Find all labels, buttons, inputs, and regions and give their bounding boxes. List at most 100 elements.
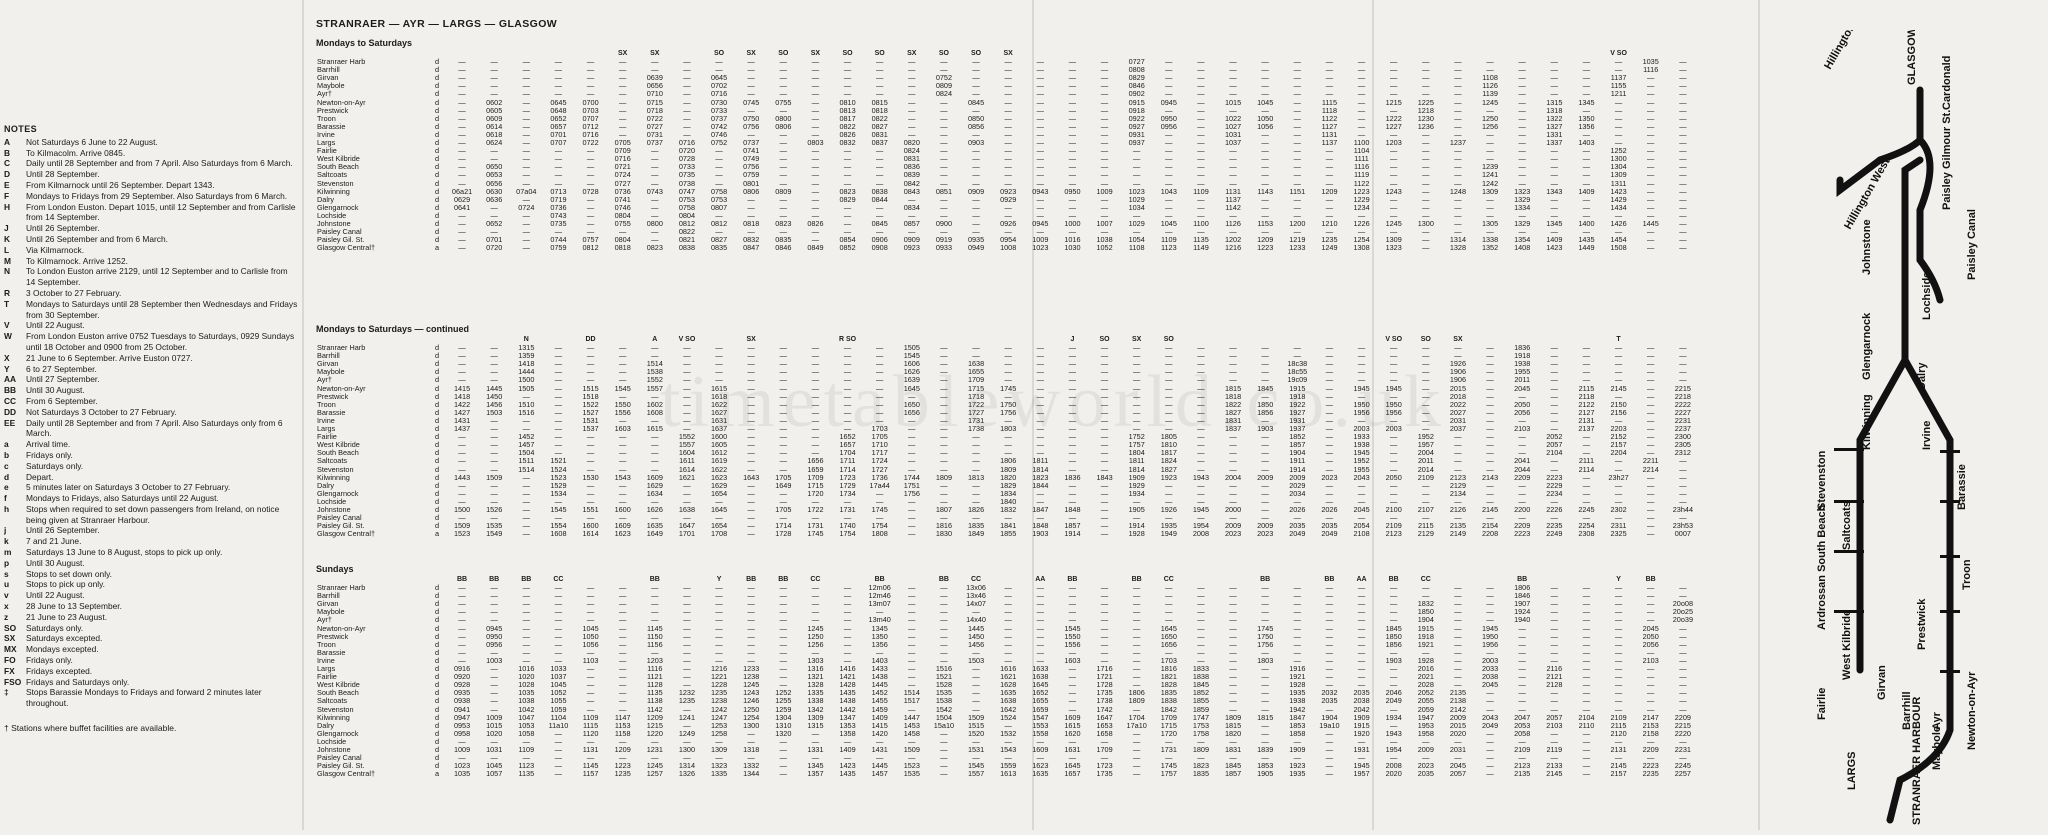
time-cell: 1320 [775, 729, 792, 738]
time-cell: 2038 [1481, 673, 1499, 682]
time-cell: — [972, 441, 980, 450]
time-cell: — [1422, 481, 1430, 490]
time-cell: 2049 [1321, 530, 1338, 539]
time-cell: — [876, 147, 884, 156]
note-key: E [4, 179, 10, 190]
map-station-label: Ardrossan South Beach [1816, 504, 1828, 630]
train-code: BB [1067, 576, 1078, 583]
time-cell: — [619, 228, 627, 237]
time-cell: 1031 [486, 745, 503, 754]
time-cell: 0835 [710, 244, 728, 253]
note-key: J [4, 223, 9, 234]
time-cell: — [1647, 648, 1655, 657]
station-row: Girvan d — —1418— — —1514— — — — — — —1606—1638— — — —… [316, 360, 1699, 368]
time-cell: — [1197, 754, 1205, 763]
time-cell: — [1454, 600, 1462, 609]
time-cell: — [843, 754, 852, 763]
time-cell: — [1261, 58, 1269, 67]
station-row: Largs d 1437— — —1537 1603 1615—1637— — — —1703— —… [316, 425, 1699, 433]
time-cell: 1735 [1096, 770, 1113, 779]
time-cell: — [779, 384, 787, 393]
time-cell: 1938 [1289, 697, 1306, 706]
time-cell: — [747, 616, 755, 625]
time-cell: — [1133, 600, 1141, 609]
time-cell: 2042 [1353, 705, 1370, 714]
time-cell: — [843, 640, 852, 649]
time-cell: 1656 [903, 408, 920, 417]
time-cell: — [1679, 179, 1687, 188]
time-cell: — [683, 608, 691, 617]
time-cell: — [1100, 130, 1109, 139]
station-name: West Kilbride [317, 155, 360, 164]
time-cell: — [458, 449, 466, 458]
time-cell: — [1679, 697, 1687, 706]
time-cell: 1715 [1160, 721, 1177, 730]
train-code: SX [907, 50, 917, 57]
time-cell: 1045 [1160, 219, 1177, 228]
time-cell: — [1679, 481, 1687, 490]
time-cell: — [1454, 195, 1462, 204]
time-cell: 1822 [1224, 400, 1242, 409]
time-cell: — [1197, 416, 1205, 425]
time-cell: — [779, 770, 787, 779]
time-cell: — [1454, 441, 1462, 450]
buffet-note: † Stations where buffet facilities are a… [4, 723, 177, 734]
time-cell: 1643 [743, 473, 760, 482]
time-cell: — [1261, 600, 1269, 609]
time-cell: 1714 [775, 522, 792, 531]
time-cell: — [619, 681, 627, 690]
time-cell: 1221 [710, 673, 728, 682]
time-cell: 1116 [647, 665, 663, 674]
time-cell: 1909 [1289, 745, 1306, 754]
time-cell: — [779, 737, 787, 746]
time-cell: — [972, 465, 980, 474]
time-cell: — [522, 640, 530, 649]
time-cell: — [1486, 203, 1494, 212]
time-cell: 1612 [710, 449, 728, 458]
time-cell: 1052 [550, 689, 567, 698]
arr-dep-flag: a [435, 530, 440, 539]
time-cell: — [1036, 408, 1044, 417]
time-cell: 1742 [1096, 705, 1113, 714]
time-cell: 0724 [518, 203, 535, 212]
time-cell: 1534 [550, 489, 567, 498]
arr-dep-flag: a [435, 244, 440, 253]
time-cell: — [619, 449, 627, 458]
time-cell: 0909 [903, 236, 920, 245]
time-cell: — [1582, 584, 1591, 593]
time-cell: — [1100, 344, 1109, 353]
note-text: Stops Barassie Mondays to Fridays and fo… [26, 687, 262, 709]
time-cell: — [1614, 616, 1623, 625]
time-cell: 0812 [582, 244, 599, 253]
time-cell: 0733 [710, 106, 728, 115]
note-text: Saturdays 13 June to 8 August, stops to … [26, 547, 223, 558]
time-cell: 1522 [582, 400, 599, 409]
time-cell: 1859 [1192, 705, 1210, 714]
time-cell: — [1357, 376, 1366, 385]
time-cell: — [1582, 673, 1591, 682]
time-cell: 2052 [1417, 689, 1434, 698]
time-cell: 2052 [1546, 433, 1563, 442]
time-cell: 1137 [1225, 195, 1241, 204]
time-cell: 1256 [1481, 122, 1499, 131]
time-cell: 1806 [1514, 584, 1531, 593]
time-cell: — [1550, 58, 1558, 67]
time-cell: — [554, 648, 563, 657]
station-name: Stevenston [317, 179, 354, 188]
time-cell: — [619, 689, 627, 698]
time-cell: 1008 [1000, 244, 1017, 253]
time-cell: 0827 [710, 236, 728, 245]
station-name: Newton-on-Ayr [317, 98, 366, 107]
time-cell: 1309 [807, 713, 824, 722]
time-cell: — [779, 681, 787, 690]
time-cell: 1635 [1032, 770, 1049, 779]
time-cell: 1016 [1064, 236, 1081, 245]
time-cell: — [1229, 90, 1237, 99]
time-cell: — [1293, 632, 1301, 641]
time-cell: 1431 [871, 745, 888, 754]
time-cell: — [1582, 228, 1591, 237]
time-cell: 1631 [710, 416, 728, 425]
time-cell: — [1036, 416, 1044, 425]
time-cell: — [1679, 360, 1687, 369]
time-cell: — [458, 616, 466, 625]
